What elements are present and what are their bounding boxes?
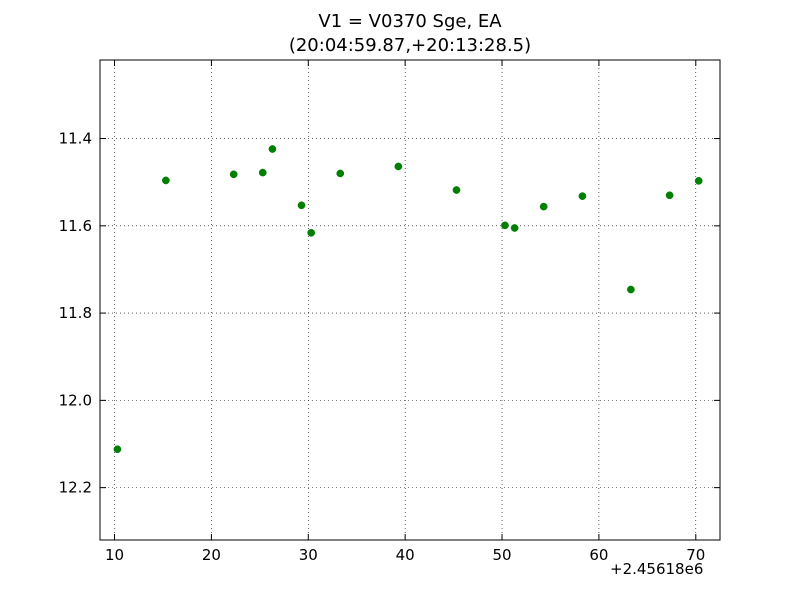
axes-frame: [99, 59, 721, 541]
axis-ticks: 10 20 30 40 50 60 70 11.4 11.6 11.8 12.0 12.2: [59, 60, 720, 564]
y-tick-label: 11.8: [59, 304, 92, 322]
data-point: [297, 201, 306, 210]
data-point: [394, 162, 403, 171]
data-point: [627, 285, 635, 294]
x-tick-label: 50: [492, 546, 511, 564]
chart-title: V1 = V0370 Sge, EA: [318, 11, 502, 32]
chart-subtitle: (20:04:59.87,+20:13:28.5): [288, 35, 532, 56]
x-tick-label: 40: [396, 546, 415, 564]
grid-lines: [100, 60, 720, 540]
data-point: [336, 169, 345, 178]
x-tick-label: 20: [202, 546, 221, 564]
data-point: [162, 176, 170, 185]
x-tick-label: 10: [105, 546, 124, 564]
data-point: [694, 177, 703, 185]
data-point: [452, 186, 461, 194]
data-point: [113, 445, 122, 454]
y-tick-label: 12.0: [59, 391, 92, 409]
x-tick-label: 70: [686, 546, 705, 564]
y-tick-label: 11.4: [59, 130, 92, 148]
data-points: [113, 145, 703, 454]
y-tick-label: 12.2: [59, 479, 92, 497]
data-point: [510, 224, 519, 232]
y-tick-label: 11.6: [59, 217, 92, 235]
data-point: [539, 202, 548, 211]
x-tick-label: 60: [589, 546, 608, 564]
data-point: [229, 170, 238, 179]
data-point: [307, 228, 316, 237]
data-point: [501, 221, 509, 230]
x-axis-offset-label: +2.45618e6: [610, 560, 704, 578]
data-point: [268, 145, 277, 153]
x-tick-label: 30: [299, 546, 318, 564]
data-point: [578, 192, 587, 200]
data-point: [258, 168, 267, 177]
data-point: [665, 191, 674, 200]
